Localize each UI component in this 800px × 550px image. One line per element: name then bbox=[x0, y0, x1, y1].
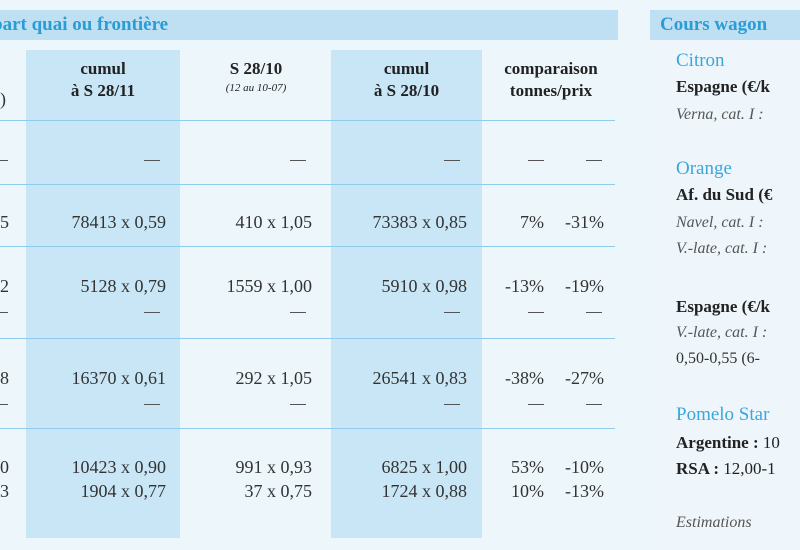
rsa-line: RSA : 12,00-1 bbox=[676, 458, 776, 480]
table-cell: 5910 x 0,98 bbox=[381, 276, 468, 296]
row-divider bbox=[0, 428, 615, 429]
table-cell: -38% bbox=[505, 368, 544, 388]
table-cell: 292 x 1,05 bbox=[235, 368, 313, 388]
empty-dash bbox=[586, 404, 602, 405]
table-cell: 37 x 0,75 bbox=[244, 481, 313, 501]
column-shade-cumul-s28-10 bbox=[331, 50, 482, 538]
empty-dash bbox=[586, 160, 602, 161]
empty-dash bbox=[290, 312, 306, 313]
table-cell: 991 x 0,93 bbox=[235, 457, 313, 477]
table-cell: -10% bbox=[565, 457, 604, 477]
origin-spain-orange: Espagne (€/k bbox=[676, 297, 770, 316]
table-cell: 78413 x 0,59 bbox=[71, 212, 167, 232]
row-divider bbox=[0, 338, 615, 339]
empty-dash bbox=[290, 160, 306, 161]
origin-spain-citron: Espagne (€/k bbox=[676, 77, 770, 96]
empty-dash bbox=[144, 160, 160, 161]
table-cell: 16370 x 0,61 bbox=[71, 368, 167, 388]
item-v-late: V.-late, cat. I : bbox=[676, 240, 768, 257]
table-cell: 10423 x 0,90 bbox=[71, 457, 167, 477]
price-range: 0,50-0,55 (6- bbox=[676, 350, 760, 367]
table-cell: -19% bbox=[565, 276, 604, 296]
table-title-bar: part quai ou frontière bbox=[0, 10, 618, 40]
empty-dash bbox=[0, 404, 8, 405]
first-col-fragment: 0 bbox=[0, 457, 9, 477]
empty-dash bbox=[290, 404, 306, 405]
item-navel: Navel, cat. I : bbox=[676, 214, 764, 231]
empty-dash bbox=[144, 312, 160, 313]
table-cell: -13% bbox=[565, 481, 604, 501]
category-citron: Citron bbox=[676, 50, 725, 71]
table-cell: 53% bbox=[511, 457, 544, 477]
estimations-note: Estimations bbox=[676, 514, 752, 531]
argentine-value: 10 bbox=[762, 433, 780, 452]
item-verna: Verna, cat. I : bbox=[676, 106, 764, 123]
table-title: part quai ou frontière bbox=[0, 14, 169, 35]
price-panel-title: Cours wagon bbox=[650, 10, 800, 40]
column-header-s28-10: S 28/10 (12 au 10-07) bbox=[225, 59, 287, 94]
table-cell: 410 x 1,05 bbox=[235, 212, 313, 232]
item-v-late-spain: V.-late, cat. I : bbox=[676, 324, 768, 341]
argentine-line: Argentine : 10 bbox=[676, 432, 780, 454]
table-cell: 1724 x 0,88 bbox=[381, 481, 468, 501]
table-cell: 6825 x 1,00 bbox=[381, 457, 468, 477]
empty-dash bbox=[0, 312, 8, 313]
first-col-fragment: ) bbox=[0, 89, 6, 109]
empty-dash bbox=[528, 312, 544, 313]
table-cell: -13% bbox=[505, 276, 544, 296]
empty-dash bbox=[144, 404, 160, 405]
table-cell: 10% bbox=[511, 481, 544, 501]
empty-dash bbox=[444, 404, 460, 405]
column-shade-cumul-s28-11 bbox=[26, 50, 180, 538]
first-col-fragment: 2 bbox=[0, 276, 9, 296]
empty-dash bbox=[444, 312, 460, 313]
first-col-fragment: 5 bbox=[0, 212, 9, 232]
row-divider bbox=[0, 120, 615, 121]
column-header-cumul-s28-10: cumul à S 28/10 bbox=[373, 59, 440, 100]
table-cell: 1904 x 0,77 bbox=[80, 481, 167, 501]
column-header-comparison: comparaison tonnes/prix bbox=[504, 59, 598, 100]
argentine-label: Argentine : bbox=[676, 433, 759, 452]
row-divider bbox=[0, 184, 615, 185]
row-divider bbox=[0, 246, 615, 247]
empty-dash bbox=[444, 160, 460, 161]
category-pomelo: Pomelo Star bbox=[676, 404, 770, 425]
rsa-label: RSA : bbox=[676, 459, 719, 478]
first-col-fragment: 8 bbox=[0, 368, 9, 388]
empty-dash bbox=[586, 312, 602, 313]
column-header-cumul-s28-11: cumul à S 28/11 bbox=[70, 59, 136, 100]
table-cell: -27% bbox=[565, 368, 604, 388]
price-panel bbox=[650, 10, 800, 550]
table-cell: 5128 x 0,79 bbox=[80, 276, 167, 296]
table-cell: 1559 x 1,00 bbox=[226, 276, 313, 296]
table-cell: 26541 x 0,83 bbox=[372, 368, 468, 388]
first-col-fragment: 3 bbox=[0, 481, 9, 501]
table-cell: 7% bbox=[520, 212, 544, 232]
empty-dash bbox=[0, 160, 8, 161]
table-cell: -31% bbox=[565, 212, 604, 232]
empty-dash bbox=[528, 404, 544, 405]
table-cell: 73383 x 0,85 bbox=[372, 212, 468, 232]
category-orange: Orange bbox=[676, 158, 732, 179]
empty-dash bbox=[528, 160, 544, 161]
origin-south-africa: Af. du Sud (€ bbox=[676, 185, 773, 204]
rsa-value: 12,00-1 bbox=[723, 459, 776, 478]
